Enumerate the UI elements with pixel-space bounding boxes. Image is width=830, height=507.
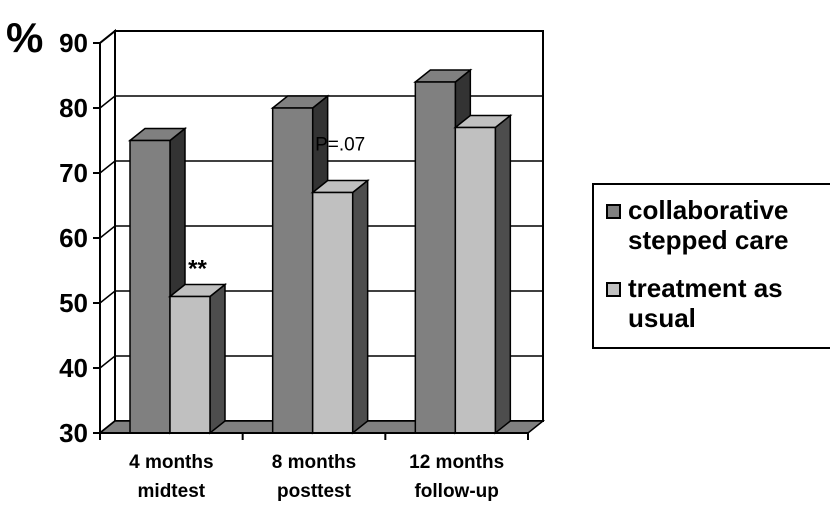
x-tick-label-2: 12 months follow-up [409,452,504,502]
bar-side-cat0-s1 [209,282,226,435]
legend-label-collaborative-stepped-care: collaborative stepped care [628,195,789,255]
legend-swatch-treatment-as-usual [606,282,621,297]
bar-side-cat1-s1 [351,178,369,435]
bar-side-cat2-s1 [494,113,512,435]
bar-cat2-s1 [454,126,497,434]
y-tick-label-50: 50 [59,288,88,318]
x-tick-label-line: posttest [277,481,352,502]
y-tick-label-90: 90 [59,28,88,58]
y-tick-label-40: 40 [59,353,88,383]
x-tick-label-line: follow-up [414,481,498,502]
chart-legend: collaborative stepped care treatment as … [592,183,830,349]
bar-cat1-s0 [271,107,314,434]
x-tick-label-1: 8 months posttest [272,452,356,502]
y-tick-label-30: 30 [59,418,88,448]
gridline-60 [99,225,543,239]
y-unit-label: % [6,14,43,61]
y-tick-label-60: 60 [59,223,88,253]
y-tick-label-80: 80 [59,93,88,123]
annotation-significance: ** [188,256,207,283]
y-tick-label-70: 70 [59,158,88,188]
gridline-80 [99,95,543,109]
bar-cat1-s1 [311,191,354,434]
annotation-pvalue: P=.07 [315,135,365,156]
gridline-40 [99,355,543,369]
bar-cat0-s0 [129,139,171,434]
gridline-90 [99,30,543,44]
bar-cat2-s0 [414,81,457,434]
x-tick-label-0: 4 months midtest [129,452,213,502]
x-tick-label-line: 8 months [272,452,356,473]
gridline-50 [99,290,543,304]
x-tick-label-line: midtest [138,481,206,502]
gridline-70 [99,160,543,174]
legend-swatch-collaborative-stepped-care [606,204,621,219]
x-tick-label-line: 4 months [129,452,213,473]
x-tick-label-line: 12 months [409,452,504,473]
legend-label-treatment-as-usual: treatment as usual [628,273,783,333]
bar-cat0-s1 [169,295,211,434]
